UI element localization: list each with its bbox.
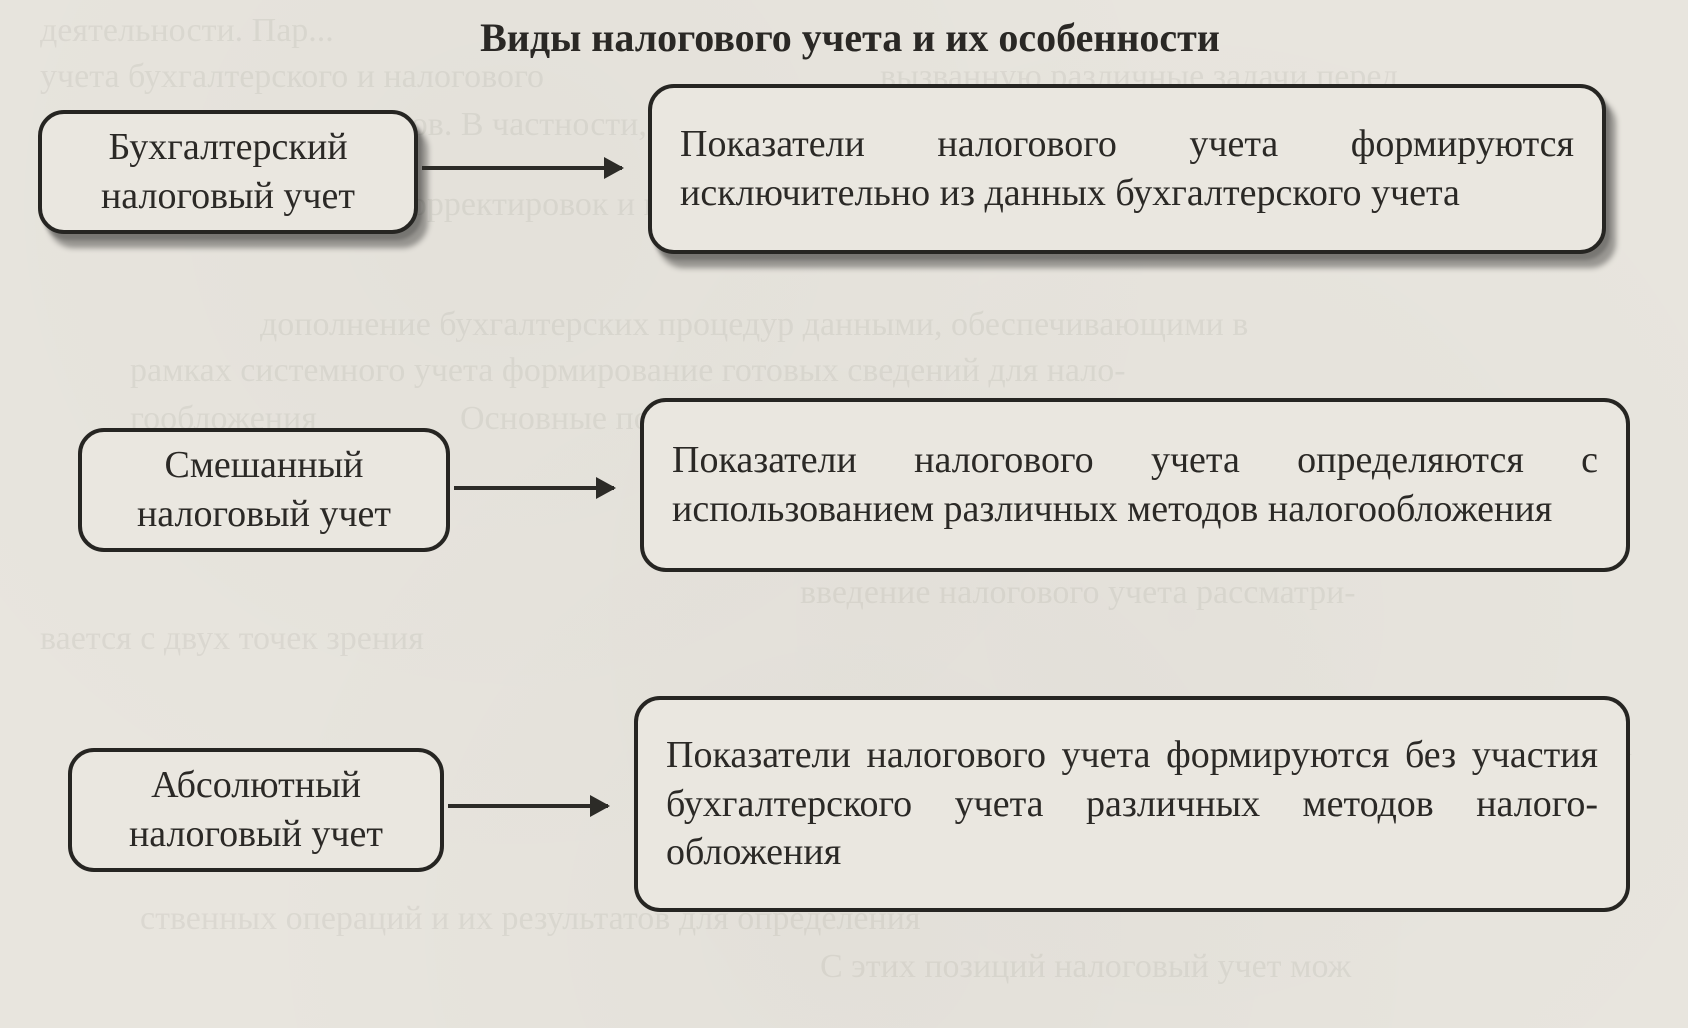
description-text: Показатели налогового учета форми­руются… <box>666 731 1598 877</box>
description-box-absolute-tax: Показатели налогового учета форми­руются… <box>634 696 1630 912</box>
type-label: Абсолютный налоговый учет <box>100 761 412 858</box>
type-label: Смешанный налоговый учет <box>110 441 418 538</box>
arrow-row-2 <box>454 486 614 490</box>
ghost-text-fragment: вается с двух точек зрения <box>40 620 424 658</box>
type-box-accounting-tax: Бухгалтерский налоговый учет <box>38 110 418 234</box>
ghost-text-fragment: рамках системного учета формирование гот… <box>130 352 1126 390</box>
arrow-row-3 <box>448 804 608 808</box>
ghost-text-fragment: С этих позиций налоговый учет мож <box>820 948 1351 986</box>
description-text: Показатели налогового учета опреде­ляютс… <box>672 436 1598 533</box>
description-box-mixed-tax: Показатели налогового учета опреде­ляютс… <box>640 398 1630 572</box>
arrow-row-1 <box>422 166 622 170</box>
ghost-text-fragment: учета бухгалтерского и налогового <box>40 58 544 96</box>
ghost-text-fragment: введение налогового учета рассматри- <box>800 574 1356 612</box>
ghost-text-fragment: дополнение бухгалтерских процедур данным… <box>260 306 1248 344</box>
description-text: Показатели налогового учета форми­руются… <box>680 120 1574 217</box>
description-box-accounting-tax: Показатели налогового учета форми­руются… <box>648 84 1606 254</box>
type-label: Бухгалтерский налоговый учет <box>70 123 386 220</box>
ghost-text-fragment: деятельности. Пар... <box>40 12 334 50</box>
type-box-absolute-tax: Абсолютный налоговый учет <box>68 748 444 872</box>
type-box-mixed-tax: Смешанный налоговый учет <box>78 428 450 552</box>
diagram-title: Виды налогового учета и их особенности <box>350 14 1350 61</box>
